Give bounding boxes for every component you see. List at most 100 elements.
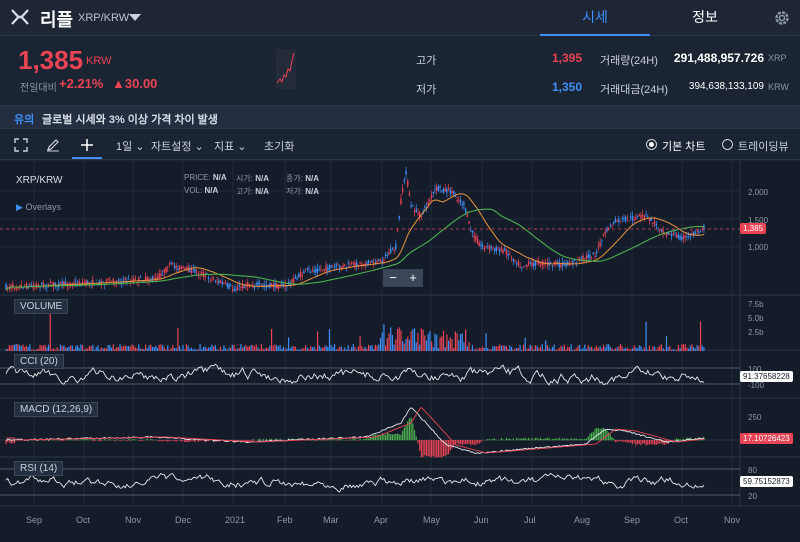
gear-icon[interactable] [772,8,792,28]
macd-histogram-bar [104,438,106,441]
candle-body [303,271,305,274]
volume-bar [206,348,208,351]
macd-histogram-bar [682,438,685,441]
candle-body [349,265,351,267]
macd-histogram-bar [478,440,480,444]
candle-body [471,230,474,233]
chevron-down-icon[interactable] [129,14,141,21]
macd-histogram-bar [342,439,344,441]
candle-body [502,250,504,254]
candle-body [158,273,160,278]
macd-histogram-bar [560,439,562,441]
fullscreen-icon[interactable] [14,138,28,152]
tab-quote[interactable]: 시세 [540,0,650,36]
candle-body [323,269,326,271]
crosshair-icon[interactable] [80,138,94,152]
candle-body [624,216,627,222]
ohlc-low-label: 저가: [286,187,303,196]
tab-info[interactable]: 정보 [692,9,718,25]
rsi-pane-label[interactable]: RSI (14) [14,461,64,476]
macd-pane-label[interactable]: MACD (12,26,9) [14,402,99,417]
volume-bar [570,344,572,351]
volume-bar [151,346,153,351]
volume-bar [173,347,176,351]
candle-body [611,225,613,227]
macd-histogram-bar [250,440,252,441]
candle-body [371,260,373,263]
zoom-in-button[interactable]: + [409,270,417,285]
coin-pair[interactable]: XRP/KRW [78,12,130,24]
volume-bar [15,344,17,351]
volume-bar [643,347,645,351]
volume-unit: XRP [768,53,787,63]
volume-bar [165,349,167,351]
volume-bar [427,333,429,351]
macd-value-tag: 17.10726423 [740,433,793,444]
volume-bar [34,349,36,351]
macd-histogram-bar [614,440,617,443]
low-label: 저가 [416,84,437,96]
volume-pane-label[interactable]: VOLUME [14,299,69,314]
chart-canvas[interactable] [0,161,800,542]
volume-bar [78,347,80,351]
macd-histogram-bar [376,434,378,441]
volume-bar [168,349,171,351]
macd-histogram-bar [538,439,540,441]
macd-histogram-bar [42,440,45,441]
volume-bar [396,329,399,351]
volume-tick: 7.5b [748,300,764,309]
chart-area[interactable]: XRP/KRW ▶ Overlays PRICE: N/A 시가: N/A 종가… [0,161,800,542]
volume-bar [306,347,308,351]
tradingview-radio[interactable] [722,139,733,150]
macd-histogram-bar [521,438,523,441]
interval-select[interactable]: 1일 ⌄ [116,141,145,153]
candle-body [320,268,322,270]
rsi-value-tag: 59.75152873 [740,476,793,487]
volume-bar [202,347,205,351]
tradingview-label[interactable]: 트레이딩뷰 [738,141,789,153]
volume-bar [170,348,172,351]
zoom-out-button[interactable]: − [389,270,397,285]
macd-histogram-bar [366,437,368,441]
indicators-menu[interactable]: 지표 ⌄ [214,141,247,153]
candle-body [195,270,198,272]
candle-body [454,194,457,198]
pencil-icon[interactable] [46,138,60,152]
candle-body [495,246,497,252]
candle-body [424,206,426,208]
volume-bar [264,349,266,351]
volume-bar [155,345,157,351]
volume-bar [327,346,329,351]
macd-histogram-bar [487,438,489,441]
candle-body [560,264,562,268]
x-axis-tick: Feb [277,515,293,525]
macd-histogram-bar [337,439,339,441]
cci-pane-label[interactable]: CCI (20) [14,354,64,369]
basic-chart-label[interactable]: 기본 차트 [662,141,706,153]
volume-bar [61,346,63,351]
volume-bar [499,344,501,351]
volume-bar [577,345,579,351]
macd-histogram-bar [396,433,399,441]
candle-body [175,265,177,268]
reset-button[interactable]: 초기화 [264,141,295,153]
candle-body [653,221,656,223]
macd-line [5,407,705,454]
candle-body [327,268,329,271]
volume-bar [287,337,290,351]
candle-body [521,267,523,269]
overlays-toggle[interactable]: ▶ Overlays [16,202,61,212]
macd-histogram-bar [119,440,121,441]
volume-bar [255,344,257,351]
coin-name[interactable]: 리플 [40,10,74,30]
volume-bar [633,345,635,351]
candle-body [241,284,244,288]
basic-chart-radio[interactable] [646,139,657,150]
candle-body [604,231,606,234]
candle-body [447,187,450,190]
macd-histogram-bar [424,440,426,456]
chart-settings-menu[interactable]: 자트설정 ⌄ [151,141,204,153]
macd-histogram-bar [173,440,176,442]
volume-bar [199,344,201,351]
macd-histogram-bar [425,440,428,457]
